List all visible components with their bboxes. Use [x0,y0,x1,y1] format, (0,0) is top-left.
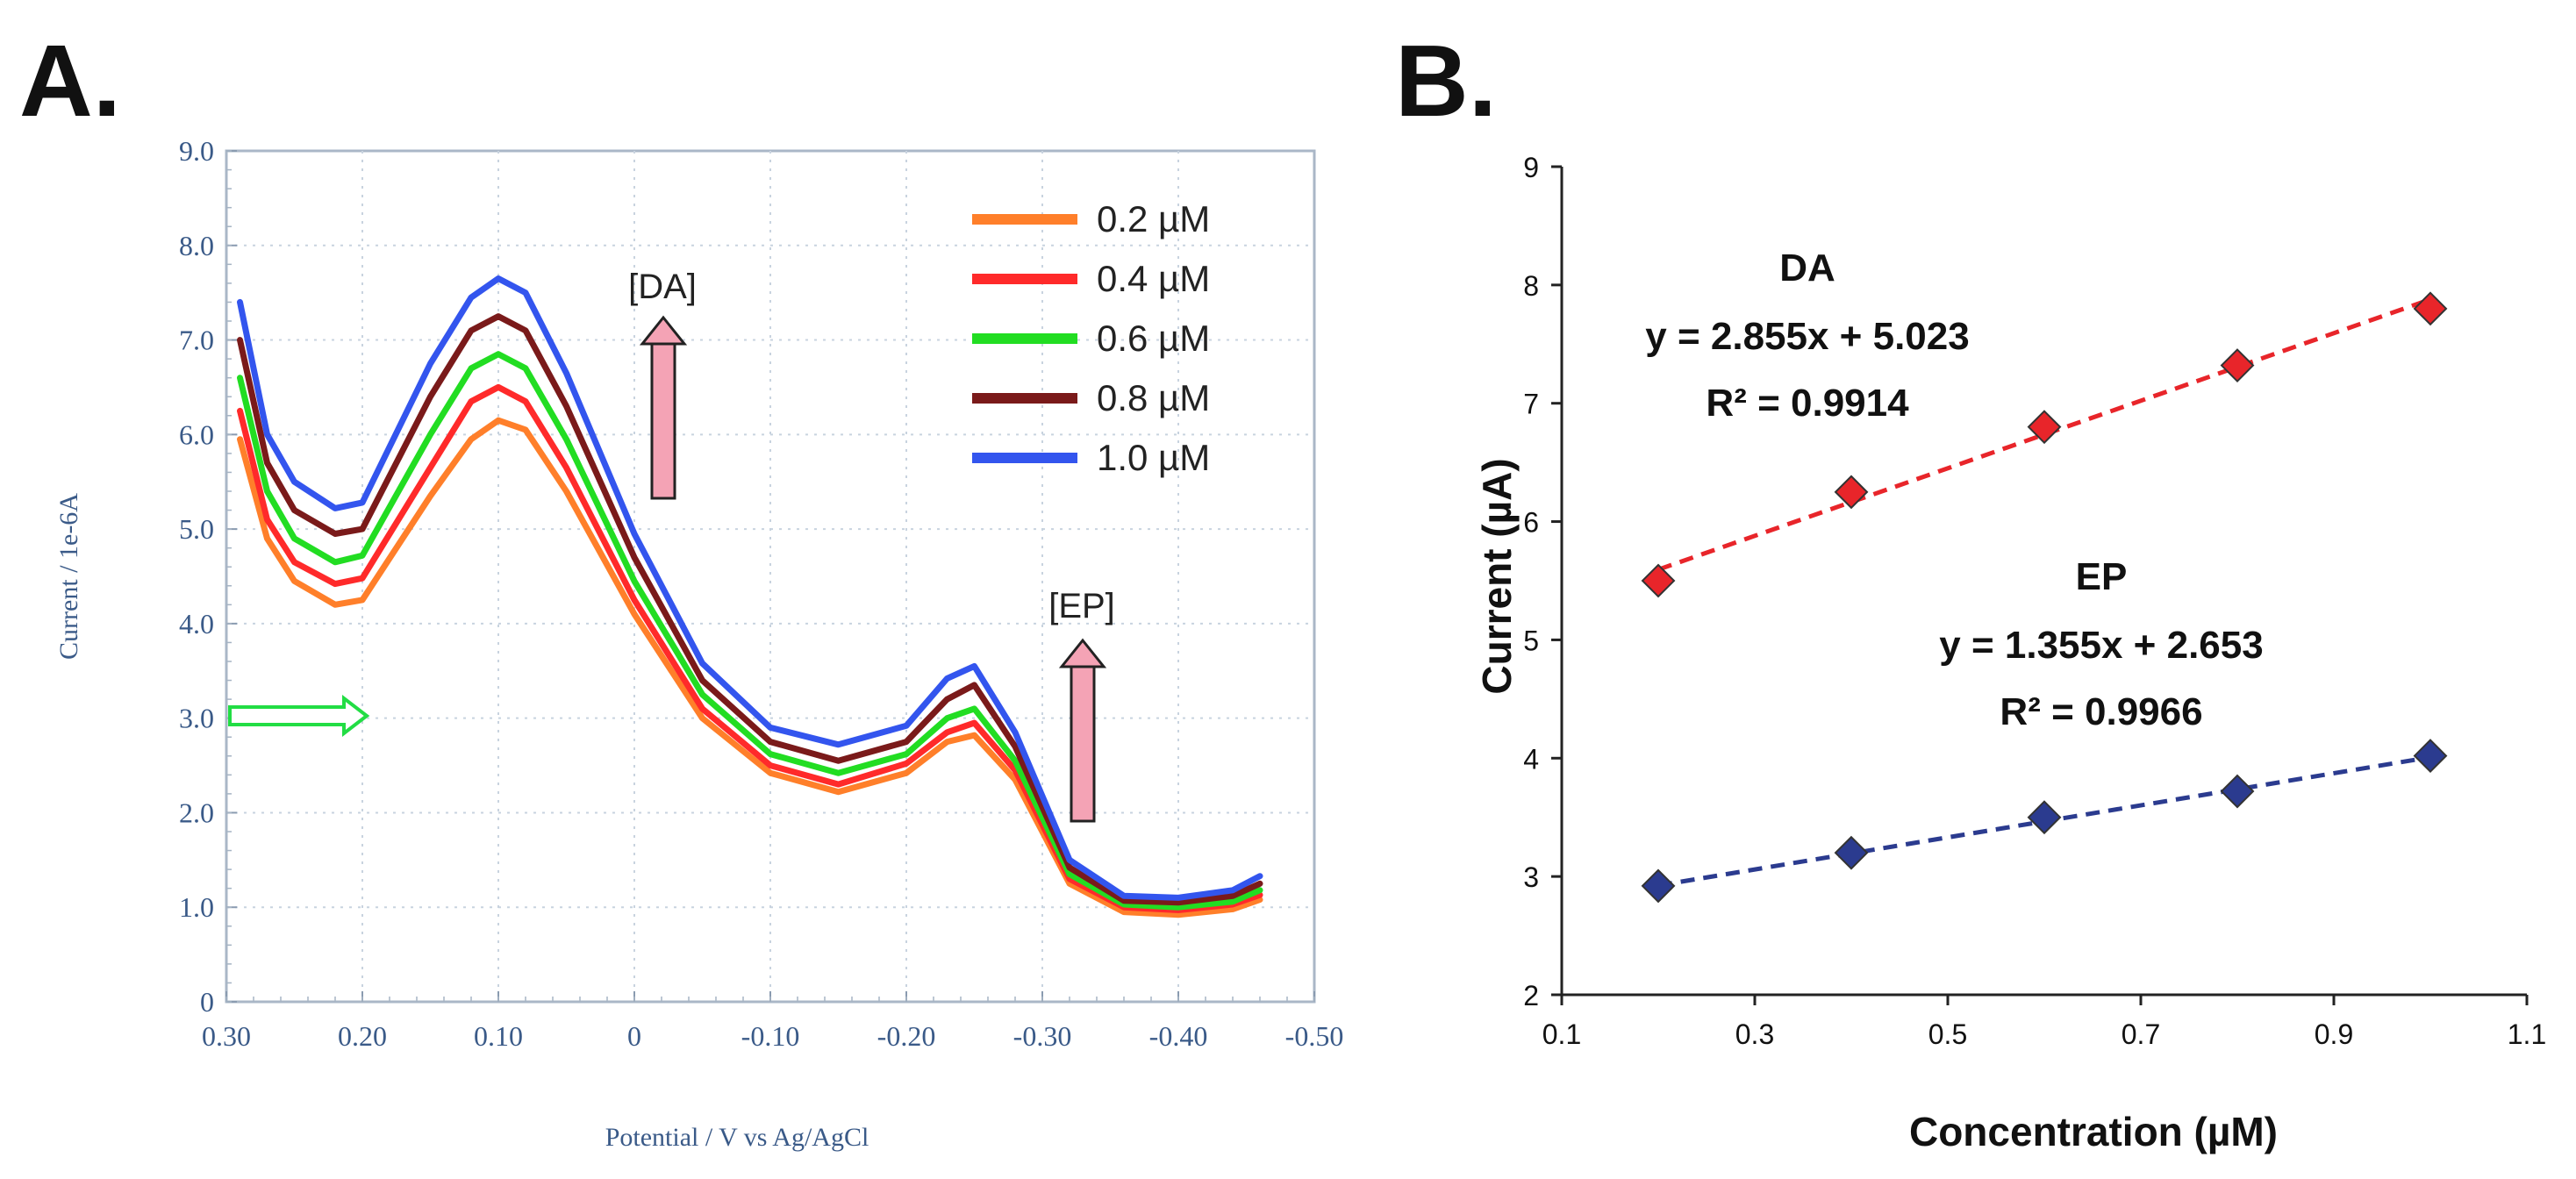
data-point-da [2413,291,2448,326]
x-tick-label-a: -0.20 [877,1020,936,1052]
x-tick-label-a: 0.20 [338,1020,387,1052]
legend-a: 0.2 µM 0.4 µM 0.6 µM 0.8 µM 1.0 µM [972,198,1210,478]
y-tick-label-a: 7.0 [179,325,214,356]
y-tick-label-a: 2.0 [179,797,214,828]
data-point-ep [2413,739,2448,774]
y-tick-label-a: 4.0 [179,608,214,640]
x-tick-label-a: 0 [627,1020,641,1052]
y-tick-label-b: 7 [1523,389,1539,420]
up-arrow-icon [1058,638,1107,823]
x-tick-label-a: 0.30 [202,1020,251,1052]
ep-annotation-label: [EP] [1048,587,1115,625]
da-fit-equation: y = 2.855x + 5.023 [1645,315,1969,358]
x-tick-label-a: -0.40 [1149,1020,1208,1052]
panel-a-label: A. [19,24,121,138]
y-tick-label-a: 6.0 [179,418,214,450]
y-tick-label-b: 3 [1523,861,1539,893]
data-point-da [2220,348,2255,382]
legend-label: 0.6 µM [1097,318,1210,359]
data-point-da [1641,563,1676,598]
y-axis-label-b: Current (µA) [1474,458,1520,694]
y-tick-label-a: 3.0 [179,703,214,734]
y-tick-label-a: 8.0 [179,230,214,261]
legend-label: 0.8 µM [1097,377,1210,418]
da-series-name: DA [1779,247,1835,289]
data-point-ep [1834,835,1869,870]
x-axis-label-a: Potential / V vs Ag/AgCl [605,1123,869,1152]
y-tick-label-b: 4 [1523,743,1539,775]
panel-b-chart: 2 3 4 5 6 7 8 9 0.1 0.3 0.5 0.7 0.9 1.1 Concentration… [1474,152,2546,1154]
x-tick-label-b: 0.3 [1735,1018,1774,1050]
data-point-ep [2220,774,2255,809]
y-tick-label-b: 5 [1523,625,1539,656]
up-arrow-icon [639,315,688,500]
x-tick-label-b: 1.1 [2508,1018,2546,1050]
series-line-5 [237,275,1263,901]
right-arrow-icon [228,694,370,738]
data-point-da [2027,410,2062,445]
legend-label: 0.4 µM [1097,258,1210,299]
y-tick-label-b: 9 [1523,152,1539,183]
legend-label: 1.0 µM [1097,437,1210,478]
y-axis-label-a: Current / 1e-6A [54,493,83,660]
x-tick-label-b: 0.9 [2315,1018,2353,1050]
series-line-4 [237,313,1263,906]
data-point-da [1834,475,1869,510]
series-line-3 [237,351,1263,911]
data-point-ep [2027,800,2062,835]
x-tick-label-b: 0.5 [1928,1018,1967,1050]
y-tick-label-a: 9.0 [179,135,214,167]
y-tick-label-a: 5.0 [179,513,214,545]
legend-label: 0.2 µM [1097,198,1210,239]
series-line-2 [237,383,1263,913]
ep-series-name: EP [2076,555,2128,598]
y-tick-label-b: 8 [1523,270,1539,302]
da-annotation-label: [DA] [628,268,697,306]
ep-fit-equation: y = 1.355x + 2.653 [1939,624,2263,667]
panel-a-chart: 0 1.0 2.0 3.0 4.0 5.0 6.0 7.0 8.0 9.0 0.30 0.20 0.10… [54,135,1343,1152]
x-tick-label-a: 0.10 [474,1020,523,1052]
y-tick-label-a: 1.0 [179,891,214,923]
x-tick-label-a: -0.50 [1285,1020,1344,1052]
y-tick-label-b: 6 [1523,507,1539,539]
series-line-1 [237,417,1263,918]
ep-fit-r2: R² = 0.9966 [2000,690,2202,733]
x-axis-label-b: Concentration (µM) [1909,1109,2278,1154]
panel-b-label: B. [1395,24,1497,138]
x-tick-label-a: -0.10 [741,1020,800,1052]
x-tick-label-b: 0.7 [2122,1018,2160,1050]
da-fit-r2: R² = 0.9914 [1706,382,1909,425]
x-tick-label-b: 0.1 [1542,1018,1581,1050]
y-tick-label-a: 0 [200,986,214,1018]
x-tick-label-a: -0.30 [1013,1020,1072,1052]
data-point-ep [1641,868,1676,904]
y-tick-label-b: 2 [1523,980,1539,1011]
